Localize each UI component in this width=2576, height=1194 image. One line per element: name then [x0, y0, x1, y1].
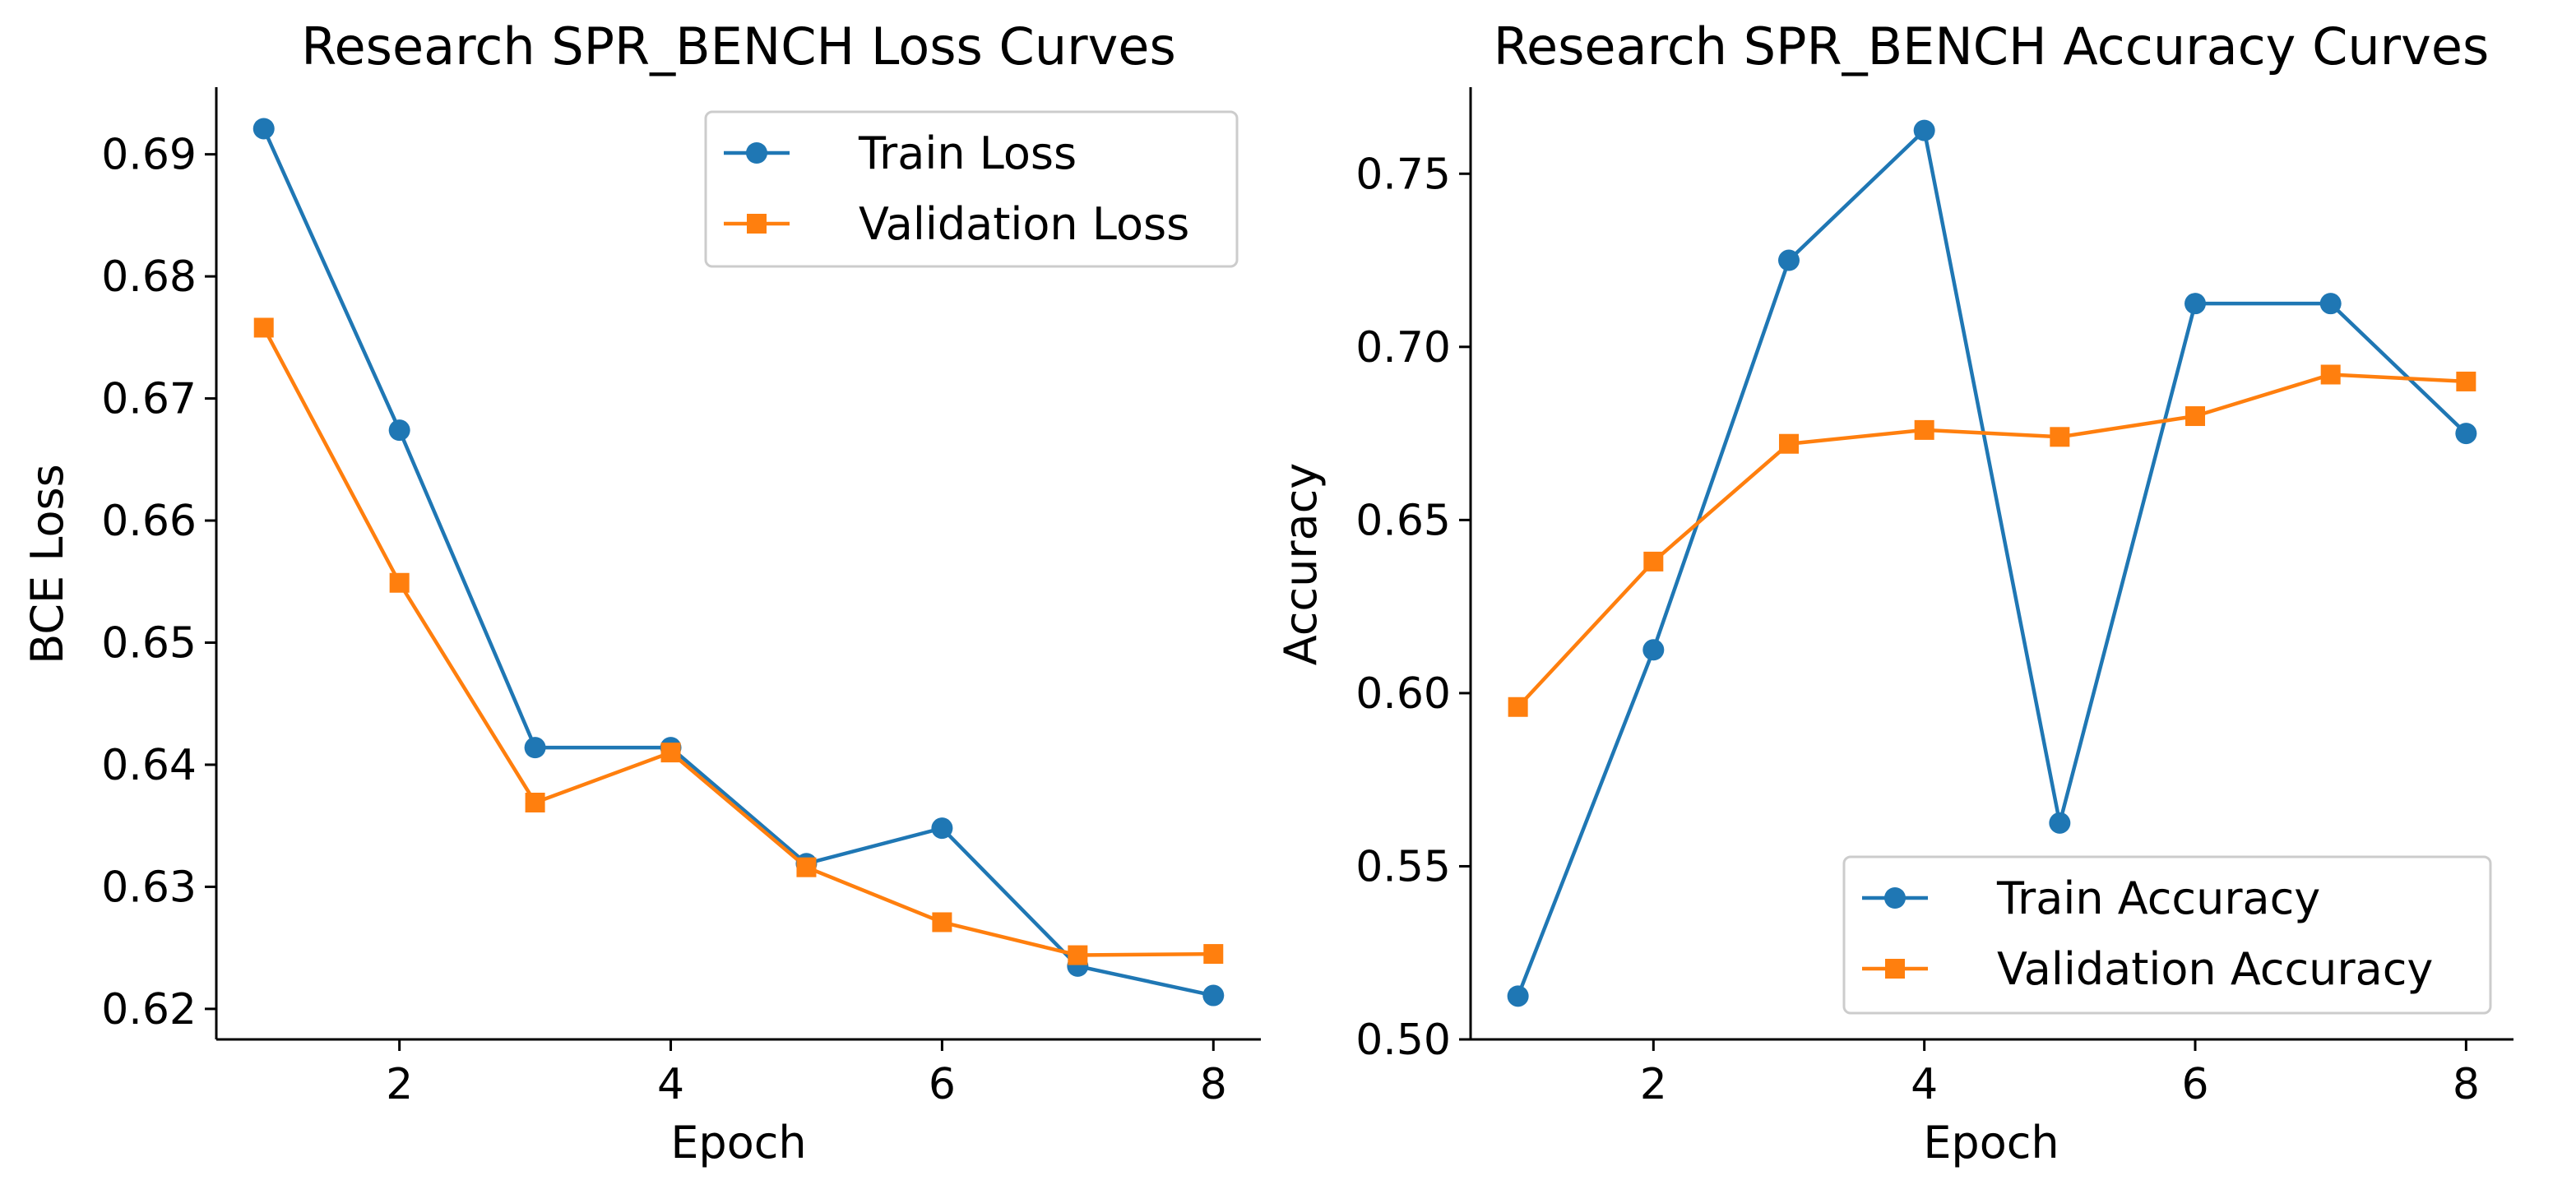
accuracy-x-tick-label: 2: [1640, 1060, 1667, 1109]
loss-legend-marker: [746, 142, 767, 164]
accuracy-y-tick-label: 0.70: [1355, 323, 1451, 373]
loss-y-tick-label: 0.66: [101, 497, 197, 546]
loss-y-tick-label: 0.64: [101, 741, 197, 790]
loss-data-point: [524, 737, 546, 759]
accuracy-y-tick-label: 0.60: [1355, 669, 1451, 719]
accuracy-x-tick-label: 6: [2181, 1060, 2208, 1109]
loss-legend-box: [704, 110, 1239, 268]
accuracy-legend-box: [1842, 855, 2492, 1015]
loss-data-point: [1068, 945, 1088, 965]
accuracy-legend-marker: [1884, 887, 1906, 909]
accuracy-data-point: [2319, 293, 2342, 315]
loss-data-point: [660, 743, 681, 763]
accuracy-data-point: [2185, 293, 2207, 315]
accuracy-data-point: [1913, 119, 1935, 141]
loss-data-point: [931, 817, 953, 840]
loss-y-axis-label: BCE Loss: [21, 464, 73, 664]
loss-y-tick-label: 0.68: [101, 252, 197, 302]
accuracy-data-point: [1777, 249, 1800, 271]
loss-series-line-0: [262, 127, 1214, 997]
accuracy-y-tick-label: 0.75: [1355, 150, 1451, 199]
accuracy-data-point: [2050, 427, 2070, 447]
loss-data-point: [389, 572, 410, 593]
accuracy-series-line-0: [1516, 128, 2467, 997]
accuracy-legend: Train Accuracy Validation Accuracy: [1842, 855, 2492, 1015]
loss-chart-panel: Research SPR_BENCH Loss Curves BCE Loss …: [21, 16, 1261, 1169]
loss-series-markers: [253, 118, 1225, 1007]
accuracy-ticks: 2 4 6 8 0.50 0.55 0.60 0.65 0.70 0.75: [1355, 150, 2480, 1109]
loss-data-point: [253, 118, 275, 140]
loss-data-point: [932, 912, 952, 933]
accuracy-data-point: [2456, 371, 2476, 391]
loss-y-tick-label: 0.69: [101, 131, 197, 180]
loss-data-point: [796, 857, 817, 877]
loss-y-tick-label: 0.62: [101, 985, 197, 1034]
accuracy-series-line-1: [1516, 373, 2467, 709]
loss-data-point: [253, 317, 274, 338]
accuracy-legend-label: Validation Accuracy: [1997, 943, 2433, 995]
loss-y-tick-label: 0.63: [101, 863, 197, 912]
loss-x-tick-label: 4: [657, 1060, 684, 1109]
loss-legend-label: Validation Loss: [859, 198, 1189, 250]
accuracy-x-tick-label: 8: [2453, 1060, 2480, 1109]
loss-y-tick-label: 0.65: [101, 619, 197, 669]
loss-series-lines: [262, 127, 1214, 997]
accuracy-data-point: [1643, 551, 1664, 572]
accuracy-series-markers: [1507, 119, 2477, 1007]
accuracy-x-axis-label: Epoch: [1923, 1117, 2059, 1169]
accuracy-series-lines: [1516, 128, 2467, 997]
accuracy-legend-marker: [1885, 959, 1905, 979]
accuracy-y-axis-label: Accuracy: [1275, 463, 1327, 666]
accuracy-y-tick-label: 0.65: [1355, 496, 1451, 545]
accuracy-y-tick-label: 0.50: [1355, 1016, 1451, 1065]
loss-x-tick-label: 2: [386, 1060, 413, 1109]
accuracy-data-point: [2049, 812, 2071, 834]
loss-legend: Train Loss Validation Loss: [704, 110, 1239, 268]
accuracy-data-point: [1507, 985, 1529, 1007]
loss-y-tick-label: 0.67: [101, 375, 197, 424]
accuracy-x-tick-label: 4: [1911, 1060, 1938, 1109]
accuracy-data-point: [1914, 419, 1934, 440]
loss-legend-marker: [747, 214, 767, 234]
loss-data-point: [525, 792, 545, 812]
accuracy-y-tick-label: 0.55: [1355, 842, 1451, 891]
accuracy-data-point: [1778, 433, 1799, 454]
loss-x-tick-label: 6: [929, 1060, 956, 1109]
loss-ticks: 2 4 6 8 0.62 0.63 0.64 0.65 0.66 0.67 0.68 0.69: [101, 131, 1227, 1109]
loss-x-tick-label: 8: [1200, 1060, 1227, 1109]
accuracy-data-point: [2320, 364, 2341, 385]
accuracy-data-point: [1508, 696, 1528, 717]
accuracy-chart-panel: Research SPR_BENCH Accuracy Curves Accur…: [1275, 16, 2513, 1169]
loss-x-axis-label: Epoch: [670, 1117, 806, 1169]
accuracy-legend-label: Train Accuracy: [1996, 872, 2320, 924]
accuracy-data-point: [2455, 423, 2477, 445]
loss-series-line-1: [262, 326, 1214, 957]
accuracy-data-point: [2185, 406, 2206, 427]
loss-chart-title: Research SPR_BENCH Loss Curves: [301, 16, 1176, 76]
loss-data-point: [1203, 944, 1224, 965]
accuracy-chart-title: Research SPR_BENCH Accuracy Curves: [1494, 16, 2490, 76]
accuracy-data-point: [1642, 639, 1665, 661]
loss-data-point: [1202, 984, 1225, 1007]
loss-legend-label: Train Loss: [858, 127, 1077, 179]
loss-data-point: [388, 419, 410, 442]
